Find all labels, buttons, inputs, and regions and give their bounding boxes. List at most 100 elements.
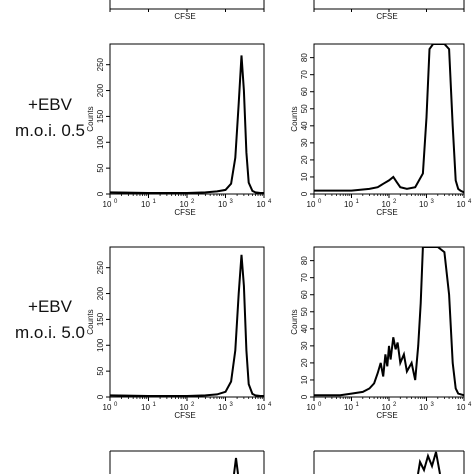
- x-tick-label: 10: [103, 403, 112, 412]
- y-tick-label: 40: [300, 121, 309, 130]
- row-label-2: +EBV m.o.i. 5.0: [15, 297, 85, 342]
- y-axis-title: Counts: [86, 309, 95, 334]
- y-tick-label: 250: [96, 260, 105, 274]
- y-tick-label: 0: [300, 394, 309, 399]
- y-tick-label: 150: [96, 312, 105, 326]
- y-tick-label: 30: [300, 138, 309, 147]
- row-label-1: +EBV m.o.i. 0.5: [15, 95, 85, 140]
- x-tick-label: 10: [180, 200, 189, 209]
- y-tick-label: 200: [96, 286, 105, 300]
- partial-x-axis-title: CFSE: [376, 12, 397, 21]
- x-tick-exponent: 2: [393, 402, 397, 408]
- y-tick-label: 10: [300, 172, 309, 181]
- y-tick-label: 20: [300, 358, 309, 367]
- y-tick-label: 70: [300, 70, 309, 79]
- row-label-1-line1: +EBV: [28, 95, 73, 114]
- x-tick-label: 10: [307, 403, 316, 412]
- x-tick-label: 10: [180, 403, 189, 412]
- y-tick-label: 100: [96, 135, 105, 149]
- y-tick-label: 50: [96, 163, 105, 172]
- y-axis-title: Counts: [86, 106, 95, 131]
- partial-panel-top-left: CFSE: [109, 0, 265, 21]
- y-tick-label: 20: [300, 155, 309, 164]
- x-tick-label: 10: [257, 200, 266, 209]
- x-tick-label: 10: [457, 200, 466, 209]
- y-tick-label: 50: [300, 307, 309, 316]
- x-tick-exponent: 2: [191, 199, 195, 205]
- x-tick-exponent: 1: [356, 402, 360, 408]
- x-tick-exponent: 4: [268, 402, 272, 408]
- y-tick-label: 0: [300, 191, 309, 196]
- y-tick-label: 60: [300, 290, 309, 299]
- x-tick-label: 10: [141, 200, 150, 209]
- x-tick-exponent: 2: [393, 199, 397, 205]
- x-tick-label: 10: [457, 403, 466, 412]
- y-tick-label: 0: [96, 191, 105, 196]
- y-tick-label: 40: [300, 324, 309, 333]
- x-tick-exponent: 3: [230, 402, 234, 408]
- y-tick-label: 100: [96, 338, 105, 352]
- y-tick-label: 30: [300, 341, 309, 350]
- y-tick-label: 80: [300, 256, 309, 265]
- x-tick-exponent: 4: [268, 199, 272, 205]
- y-tick-label: 50: [300, 104, 309, 113]
- histogram-trace: [314, 247, 464, 397]
- y-tick-label: 50: [96, 366, 105, 375]
- y-tick-label: 250: [96, 57, 105, 71]
- row-label-2-line1: +EBV: [28, 297, 73, 316]
- x-axis-title: CFSE: [174, 411, 195, 420]
- row-label-2-line2: m.o.i. 5.0: [15, 323, 85, 342]
- x-tick-exponent: 0: [318, 402, 322, 408]
- x-tick-exponent: 4: [468, 402, 472, 408]
- histogram-trace: [314, 44, 464, 194]
- row-label-1-line2: m.o.i. 0.5: [15, 121, 85, 140]
- x-tick-exponent: 1: [356, 199, 360, 205]
- x-tick-exponent: 2: [191, 402, 195, 408]
- partial-panel-bottom-right: [313, 450, 465, 474]
- x-tick-exponent: 0: [114, 402, 118, 408]
- x-tick-label: 10: [141, 403, 150, 412]
- y-axis-title: Counts: [290, 309, 299, 334]
- x-tick-label: 10: [218, 200, 227, 209]
- partial-histogram-trace: [417, 451, 441, 474]
- x-tick-exponent: 0: [114, 199, 118, 205]
- x-tick-label: 10: [344, 403, 353, 412]
- y-tick-label: 150: [96, 109, 105, 123]
- histogram-trace: [110, 55, 264, 194]
- y-tick-label: 70: [300, 273, 309, 282]
- y-axis-title: Counts: [290, 106, 299, 131]
- x-axis-title: CFSE: [376, 208, 397, 217]
- partial-x-axis-title: CFSE: [174, 12, 195, 21]
- x-tick-label: 10: [257, 403, 266, 412]
- y-tick-label: 0: [96, 394, 105, 399]
- partial-panel-top-right: CFSE: [313, 0, 465, 21]
- y-tick-label: 80: [300, 53, 309, 62]
- y-tick-label: 10: [300, 375, 309, 384]
- x-tick-label: 10: [103, 200, 112, 209]
- x-tick-exponent: 1: [153, 402, 157, 408]
- x-tick-exponent: 4: [468, 199, 472, 205]
- x-tick-exponent: 3: [431, 199, 435, 205]
- x-tick-label: 10: [382, 403, 391, 412]
- x-tick-label: 10: [419, 200, 428, 209]
- x-tick-exponent: 3: [230, 199, 234, 205]
- x-axis-title: CFSE: [174, 208, 195, 217]
- x-tick-exponent: 0: [318, 199, 322, 205]
- x-tick-label: 10: [344, 200, 353, 209]
- partial-histogram-trace: [233, 457, 239, 474]
- plot-frame: [313, 43, 465, 195]
- x-tick-label: 10: [307, 200, 316, 209]
- x-tick-label: 10: [218, 403, 227, 412]
- partial-panel-bottom-left: [109, 450, 265, 474]
- plot-frame: [313, 246, 465, 398]
- y-tick-label: 60: [300, 87, 309, 96]
- x-tick-exponent: 1: [153, 199, 157, 205]
- histogram-trace: [110, 254, 264, 397]
- y-tick-label: 200: [96, 83, 105, 97]
